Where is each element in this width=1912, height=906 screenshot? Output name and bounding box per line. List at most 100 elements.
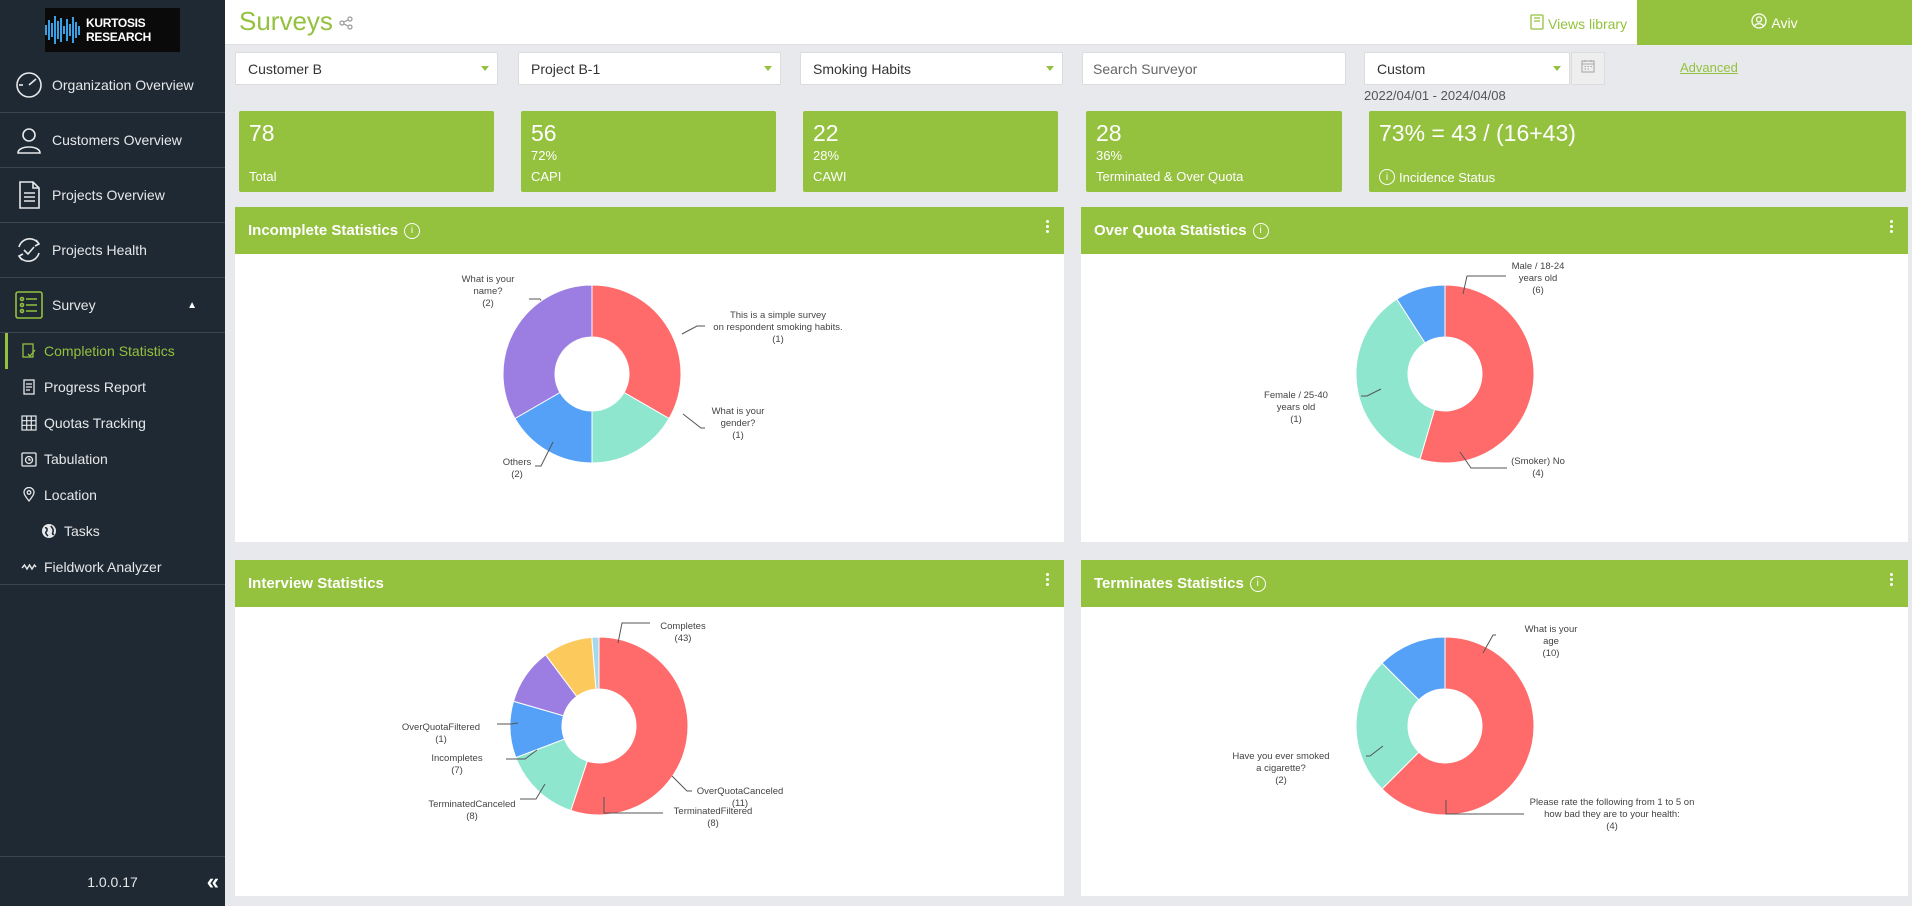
- slice-label: What is your: [462, 274, 515, 285]
- sidebar-subitem-completion-statistics[interactable]: Completion Statistics: [5, 333, 225, 369]
- advanced-link[interactable]: Advanced: [1680, 60, 1738, 75]
- customer-select-value: Customer B: [248, 60, 322, 77]
- stat-label: Incidence Status: [1399, 169, 1496, 185]
- user-menu-button[interactable]: Aviv: [1637, 0, 1912, 45]
- info-icon[interactable]: i: [1252, 222, 1269, 239]
- more-options-icon[interactable]: [1888, 573, 1894, 588]
- sidebar-item-projects-health[interactable]: Projects Health: [0, 223, 225, 278]
- stat-card-cawi: 22 28% CAWI: [803, 111, 1058, 192]
- stat-percent: 28%: [813, 148, 840, 163]
- views-library-link[interactable]: Views library: [1530, 14, 1627, 33]
- donut-hole: [1408, 689, 1482, 763]
- sidebar-item-projects-overview[interactable]: Projects Overview: [0, 168, 225, 223]
- panel-header: Over Quota Statistics i: [1081, 207, 1908, 254]
- sidebar-item-organization-overview[interactable]: Organization Overview: [0, 58, 225, 113]
- logo-wave-icon: [45, 15, 80, 45]
- sidebar-item-label: Organization Overview: [52, 77, 194, 93]
- more-options-icon[interactable]: [1888, 220, 1894, 235]
- stat-value: 22: [813, 120, 839, 146]
- slice-label: This is a simple survey: [730, 310, 826, 321]
- slice-label-connector: [535, 441, 554, 467]
- slice-label: Please rate the following from 1 to 5 on: [1530, 797, 1695, 808]
- sidebar-subitem-label: Quotas Tracking: [44, 415, 146, 431]
- sidebar-item-survey[interactable]: Survey ▲: [0, 278, 225, 333]
- calendar-icon: [1581, 59, 1595, 78]
- sidebar-subitem-progress-report[interactable]: Progress Report: [0, 369, 225, 405]
- sidebar-subitem-tasks[interactable]: Tasks: [0, 513, 225, 549]
- stat-card-total: 78 Total: [239, 111, 494, 192]
- info-icon[interactable]: i: [1379, 169, 1395, 185]
- company-logo[interactable]: KURTOSIS RESEARCH: [45, 8, 180, 52]
- sidebar-subitem-label: Tasks: [64, 523, 100, 539]
- customer-select[interactable]: Customer B: [235, 52, 498, 85]
- slice-label-connector: [682, 413, 705, 429]
- slice-label-connector: [506, 749, 538, 760]
- slice-label-connector: [497, 722, 519, 725]
- tabulation-icon: [20, 450, 38, 468]
- slice-label-connector: [671, 775, 692, 792]
- panel-incomplete-statistics: Incomplete Statistics i What is your name…: [235, 207, 1064, 542]
- stat-label: Terminated & Over Quota: [1096, 169, 1244, 184]
- version-label: 1.0.0.17: [87, 873, 138, 890]
- caret-down-icon: [481, 66, 489, 71]
- slice-label: how bad they are to your health:: [1544, 809, 1680, 820]
- panel-terminates-statistics: Terminates Statistics i What is your age(…: [1081, 560, 1908, 896]
- caret-down-icon: [1046, 66, 1054, 71]
- share-icon[interactable]: [339, 16, 353, 35]
- stat-value: 73% = 43 / (16+43): [1379, 120, 1576, 146]
- date-range-text: 2022/04/01 - 2024/04/08: [1364, 88, 1506, 103]
- project-select[interactable]: Project B-1: [518, 52, 781, 85]
- sidebar-item-customers-overview[interactable]: Customers Overview: [0, 113, 225, 168]
- slice-label: (4): [1532, 468, 1544, 479]
- slice-label: Incompletes: [431, 753, 482, 764]
- search-surveyor-input[interactable]: [1082, 52, 1346, 85]
- sidebar: KURTOSIS RESEARCH Organization Overview …: [0, 0, 225, 906]
- slice-label: TerminatedFiltered: [674, 806, 753, 817]
- slice-label: TerminatedCanceled: [428, 799, 515, 810]
- donut-slice[interactable]: [1355, 662, 1420, 790]
- slice-label: Male / 18-24: [1512, 261, 1565, 272]
- panel-title: Terminates Statistics: [1094, 575, 1244, 592]
- info-icon[interactable]: i: [1249, 575, 1266, 592]
- info-icon[interactable]: i: [404, 222, 421, 239]
- sidebar-subitem-fieldwork-analyzer[interactable]: Fieldwork Analyzer: [0, 549, 225, 585]
- panel-interview-statistics: Interview Statistics Completes (43) OverQu…: [235, 560, 1064, 896]
- panel-header: Terminates Statistics i: [1081, 560, 1908, 607]
- survey-select[interactable]: Smoking Habits: [800, 52, 1063, 85]
- slice-label-connector: [603, 797, 663, 814]
- user-circle-icon: [1751, 13, 1768, 32]
- more-options-icon[interactable]: [1044, 220, 1050, 235]
- panel-over-quota-statistics: Over Quota Statistics i Male / 18-24 year…: [1081, 207, 1908, 542]
- slice-label: (2): [482, 298, 494, 309]
- slice-label-connector: [520, 783, 546, 800]
- grid-table-icon: [20, 414, 38, 432]
- slice-label: What is your: [1525, 624, 1578, 635]
- period-select[interactable]: Custom: [1364, 52, 1570, 85]
- interview-donut-chart: Completes(43)OverQuotaCanceled(11)Termin…: [402, 621, 783, 829]
- slice-label-connector: [1366, 745, 1384, 757]
- donut-slice[interactable]: [1396, 284, 1446, 344]
- stat-card-terminated: 28 36% Terminated & Over Quota: [1086, 111, 1342, 192]
- slice-label: (10): [1543, 648, 1560, 659]
- sidebar-subitem-location[interactable]: Location: [0, 477, 225, 513]
- slice-label-connector: [1462, 275, 1506, 295]
- chevron-up-icon[interactable]: ▲: [187, 300, 197, 311]
- wave-icon: [20, 558, 38, 576]
- collapse-sidebar-icon[interactable]: «: [206, 869, 219, 894]
- sidebar-item-label: Projects Health: [52, 242, 147, 258]
- donut-hole: [562, 689, 636, 763]
- calendar-button[interactable]: [1571, 52, 1605, 85]
- slice-label: (8): [466, 811, 478, 822]
- more-options-icon[interactable]: [1044, 573, 1050, 588]
- stat-label: Total: [249, 169, 277, 184]
- sidebar-subitem-quotas-tracking[interactable]: Quotas Tracking: [0, 405, 225, 441]
- stat-value: 56: [531, 120, 557, 146]
- sidebar-subitem-tabulation[interactable]: Tabulation: [0, 441, 225, 477]
- panel-title: Incomplete Statistics: [248, 222, 399, 239]
- slice-label: Female / 25-40: [1264, 390, 1328, 401]
- panel-title: Over Quota Statistics: [1094, 222, 1247, 239]
- completion-icon: [20, 342, 38, 360]
- slice-label-connector: [681, 325, 705, 335]
- checklist-icon: [13, 289, 45, 321]
